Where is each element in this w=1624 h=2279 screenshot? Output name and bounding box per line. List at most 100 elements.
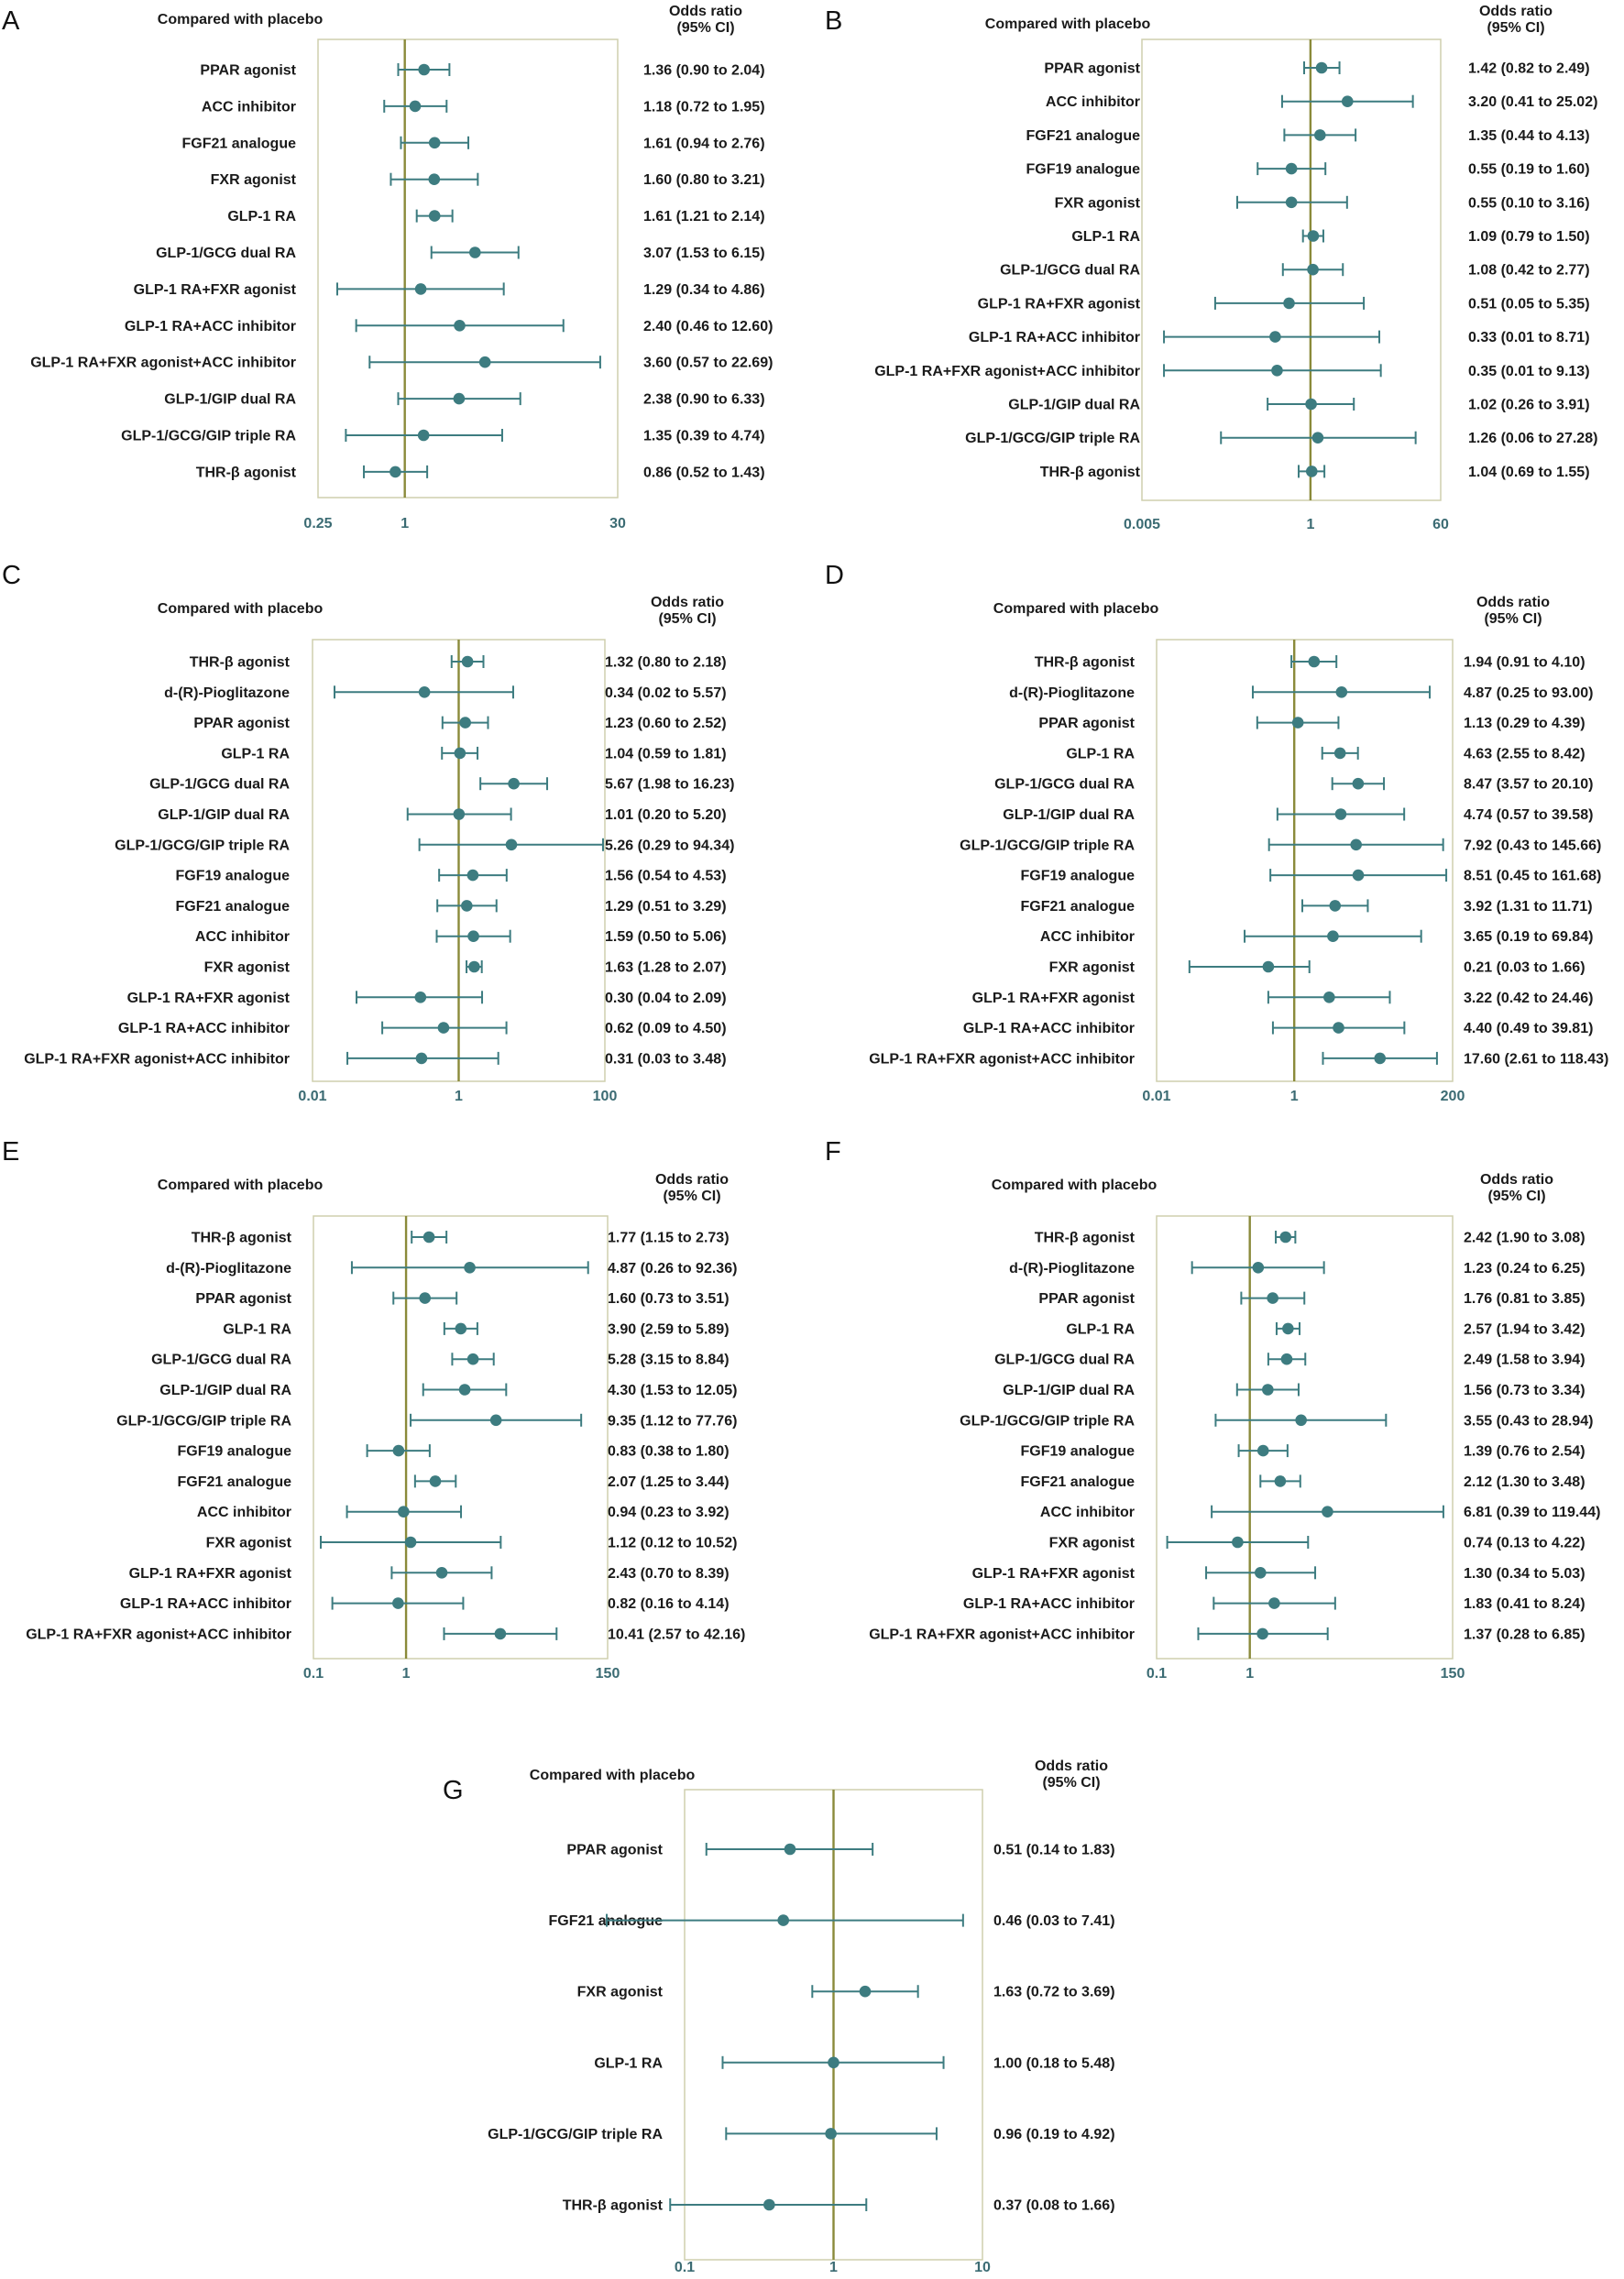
panel-f-row-glp-1-gcg-dual-ra-label: GLP-1/GCG dual RA — [994, 1353, 1135, 1368]
panel-g-column-header: Compared with placebo — [530, 1768, 696, 1783]
panel-a-row-glp-1-ra-point-estimate — [428, 210, 441, 222]
panel-c-tick-label-100: 100 — [593, 1089, 618, 1104]
panel-a-row-acc-inhibitor-point-estimate — [409, 100, 422, 113]
panel-e-row-fxr-agonist-point-estimate — [404, 1536, 417, 1549]
panel-a-row-acc-inhibitor-ci-text: 1.18 (0.72 to 1.95) — [643, 99, 765, 115]
panel-e-row-glp-1-ra-fxr-agonist-acc-inhibitor-point-estimate — [494, 1627, 507, 1640]
panel-d-row-glp-1-gcg-dual-ra-point-estimate — [1352, 777, 1365, 790]
panel-e-row-glp-1-ra-acc-inhibitor-point-estimate — [392, 1597, 404, 1609]
panel-g-tick-label-0-1: 0.1 — [675, 2260, 695, 2275]
panel-b-row-glp-1-gcg-gip-triple-ra-ci-text: 1.26 (0.06 to 27.28) — [1468, 431, 1597, 446]
panel-c-row-glp-1-gcg-dual-ra-label: GLP-1/GCG dual RA — [149, 777, 290, 793]
panel-g-row-fxr-agonist-label: FXR agonist — [577, 1985, 664, 2000]
panel-d-plot-area — [1156, 639, 1454, 1082]
panel-e-row-fxr-agonist-label: FXR agonist — [206, 1536, 292, 1551]
panel-d-row-glp-1-ra-fxr-agonist-label: GLP-1 RA+FXR agonist — [972, 991, 1136, 1006]
panel-d-row-glp-1-gcg-dual-ra-label: GLP-1/GCG dual RA — [994, 777, 1135, 793]
panel-d-row-acc-inhibitor-point-estimate — [1327, 930, 1339, 942]
panel-a-row-glp-1-ra-acc-inhibitor-label: GLP-1 RA+ACC inhibitor — [125, 319, 296, 334]
panel-d-row-glp-1-gip-dual-ra-label: GLP-1/GIP dual RA — [1003, 807, 1135, 823]
panel-a-row-glp-1-ra-fxr-agonist-label: GLP-1 RA+FXR agonist — [134, 282, 297, 298]
panel-f-row-fgf19-analogue-ci-text: 1.39 (0.76 to 2.54) — [1464, 1444, 1586, 1460]
panel-a-row-ppar-agonist-ci-text: 1.36 (0.90 to 2.04) — [643, 63, 765, 79]
panel-a-row-glp-1-gip-dual-ra-ci-text: 2.38 (0.90 to 6.33) — [643, 392, 765, 408]
panel-c-row-fxr-agonist-point-estimate — [468, 960, 480, 973]
panel-b-row-fxr-agonist-point-estimate — [1285, 196, 1298, 209]
panel-g-row-ppar-agonist-point-estimate — [784, 1843, 796, 1856]
panel-f-effect-header-line-2: (95% CI) — [1487, 1189, 1545, 1204]
panel-a-row-thr-beta-agonist-ci-text: 0.86 (0.52 to 1.43) — [643, 465, 765, 480]
panel-c-row-fxr-agonist-ci-text: 1.63 (1.28 to 2.07) — [605, 960, 727, 976]
panel-f-row-fxr-agonist-point-estimate — [1232, 1536, 1244, 1549]
panel-c-row-thr-beta-agonist-point-estimate — [461, 655, 474, 668]
panel-c-effect-header-line-1: Odds ratio — [651, 595, 724, 610]
panel-e-tick-label-1: 1 — [402, 1666, 411, 1682]
panel-e-tick-label-150: 150 — [596, 1666, 620, 1682]
panel-f-row-glp-1-gcg-gip-triple-ra-label: GLP-1/GCG/GIP triple RA — [960, 1413, 1135, 1429]
panel-c-row-fgf19-analogue-point-estimate — [466, 869, 479, 882]
panel-e-row-glp-1-gcg-gip-triple-ra-ci-text: 9.35 (1.12 to 77.76) — [608, 1413, 737, 1429]
panel-c-row-ppar-agonist-label: PPAR agonist — [193, 716, 290, 731]
panel-c-row-glp-1-ra-fxr-agonist-acc-inhibitor-label: GLP-1 RA+FXR agonist+ACC inhibitor — [24, 1051, 290, 1067]
panel-a-row-glp-1-gcg-gip-triple-ra-ci-text: 1.35 (0.39 to 4.74) — [643, 429, 765, 444]
panel-d-row-ppar-agonist-ci-text: 1.13 (0.29 to 4.39) — [1464, 716, 1586, 731]
panel-f-plot-area — [1156, 1215, 1454, 1660]
panel-f-letter: F — [825, 1137, 841, 1167]
panel-e-row-thr-beta-agonist-ci-text: 1.77 (1.15 to 2.73) — [608, 1231, 730, 1246]
panel-e-row-ppar-agonist-label: PPAR agonist — [195, 1291, 291, 1307]
panel-a-row-glp-1-ra-acc-inhibitor-point-estimate — [454, 320, 466, 332]
panel-f-row-glp-1-ra-ci-text: 2.57 (1.94 to 3.42) — [1464, 1321, 1586, 1337]
panel-a-row-glp-1-ra-ci-text: 1.61 (1.21 to 2.14) — [643, 209, 765, 225]
panel-e-row-acc-inhibitor-label: ACC inhibitor — [197, 1505, 291, 1520]
panel-a-plot-area — [317, 38, 619, 499]
panel-g-letter: G — [443, 1776, 464, 1805]
panel-b-row-glp-1-ra-fxr-agonist-acc-inhibitor-point-estimate — [1271, 365, 1283, 377]
panel-g-row-ppar-agonist-label: PPAR agonist — [566, 1843, 663, 1858]
panel-f-row-fgf21-analogue-point-estimate — [1274, 1475, 1287, 1487]
panel-e-row-glp-1-ra-fxr-agonist-label: GLP-1 RA+FXR agonist — [129, 1566, 292, 1582]
panel-b-tick-label-1: 1 — [1306, 517, 1314, 532]
panel-f-row-fgf19-analogue-label: FGF19 analogue — [1021, 1444, 1136, 1460]
panel-c-row-d-r-pioglitazone-ci-text: 0.34 (0.02 to 5.57) — [605, 685, 727, 701]
panel-g-row-fgf21-analogue-point-estimate — [777, 1914, 789, 1926]
panel-b-row-glp-1-ra-fxr-agonist-ci-text: 0.51 (0.05 to 5.35) — [1468, 296, 1590, 312]
panel-a-row-glp-1-ra-fxr-agonist-acc-inhibitor-point-estimate — [478, 356, 491, 368]
panel-c-letter: C — [2, 561, 21, 590]
panel-b-row-glp-1-gip-dual-ra-label: GLP-1/GIP dual RA — [1008, 398, 1140, 413]
panel-f-row-thr-beta-agonist-point-estimate — [1279, 1231, 1292, 1244]
panel-d-row-glp-1-ra-fxr-agonist-acc-inhibitor-ci-text: 17.60 (2.61 to 118.43) — [1464, 1051, 1608, 1067]
panel-g-row-glp-1-ra-ci-text: 1.00 (0.18 to 5.48) — [993, 2055, 1115, 2071]
panel-d-row-d-r-pioglitazone-point-estimate — [1335, 686, 1348, 698]
panel-a-row-glp-1-gip-dual-ra-point-estimate — [453, 392, 466, 405]
panel-g-effect-header-line-2: (95% CI) — [1042, 1775, 1100, 1791]
panel-a-row-glp-1-ra-fxr-agonist-point-estimate — [414, 283, 427, 295]
panel-a-row-fgf21-analogue-label: FGF21 analogue — [182, 136, 297, 151]
panel-d-row-fgf21-analogue-ci-text: 3.92 (1.31 to 11.71) — [1464, 899, 1593, 915]
panel-c-row-fxr-agonist-label: FXR agonist — [204, 960, 291, 976]
panel-a-column-header: Compared with placebo — [158, 12, 324, 27]
panel-c-row-glp-1-gip-dual-ra-point-estimate — [453, 808, 466, 820]
panel-b-row-glp-1-ra-label: GLP-1 RA — [1071, 229, 1140, 245]
panel-g-row-glp-1-gcg-gip-triple-ra-label: GLP-1/GCG/GIP triple RA — [488, 2127, 663, 2142]
panel-f-row-acc-inhibitor-ci-text: 6.81 (0.39 to 119.44) — [1464, 1505, 1600, 1520]
panel-c-row-acc-inhibitor-ci-text: 1.59 (0.50 to 5.06) — [605, 929, 727, 945]
panel-f-row-glp-1-ra-acc-inhibitor-point-estimate — [1268, 1597, 1280, 1609]
panel-g-tick-label-1: 1 — [829, 2260, 838, 2275]
panel-f-row-glp-1-ra-point-estimate — [1282, 1322, 1294, 1335]
panel-f-row-glp-1-gcg-dual-ra-point-estimate — [1280, 1353, 1293, 1365]
panel-c-row-fgf21-analogue-ci-text: 1.29 (0.51 to 3.29) — [605, 899, 727, 915]
panel-c-row-glp-1-ra-point-estimate — [454, 747, 466, 760]
panel-b-row-ppar-agonist-ci-text: 1.42 (0.82 to 2.49) — [1468, 61, 1590, 77]
panel-b-row-fgf19-analogue-ci-text: 0.55 (0.19 to 1.60) — [1468, 162, 1590, 178]
panel-g-row-glp-1-ra-point-estimate — [828, 2056, 839, 2069]
panel-e-row-glp-1-ra-fxr-agonist-acc-inhibitor-ci-text: 10.41 (2.57 to 42.16) — [608, 1627, 745, 1642]
panel-f-row-fgf19-analogue-point-estimate — [1256, 1444, 1269, 1457]
panel-f-row-acc-inhibitor-label: ACC inhibitor — [1040, 1505, 1135, 1520]
panel-f-row-d-r-pioglitazone-point-estimate — [1252, 1262, 1265, 1274]
panel-f-row-glp-1-ra-acc-inhibitor-ci-text: 1.83 (0.41 to 8.24) — [1464, 1596, 1586, 1612]
panel-e-row-glp-1-ra-acc-inhibitor-label: GLP-1 RA+ACC inhibitor — [120, 1596, 291, 1612]
panel-d-tick-label-0-01: 0.01 — [1142, 1089, 1170, 1104]
panel-d-row-thr-beta-agonist-ci-text: 1.94 (0.91 to 4.10) — [1464, 655, 1586, 671]
panel-c-row-glp-1-gcg-gip-triple-ra-label: GLP-1/GCG/GIP triple RA — [115, 838, 290, 853]
panel-a-row-glp-1-gcg-dual-ra-label: GLP-1/GCG dual RA — [156, 246, 296, 261]
